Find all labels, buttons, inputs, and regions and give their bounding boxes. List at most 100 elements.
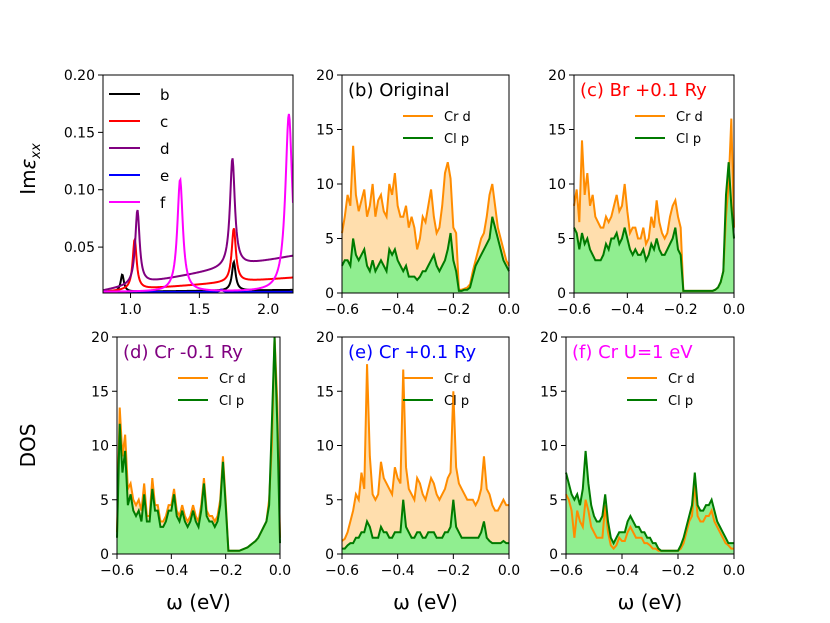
cl-p-line <box>341 216 510 292</box>
y-tick-label: 10 <box>548 177 566 193</box>
y-axis-label-symbol: ε <box>16 158 40 169</box>
x-tick-label: 1.5 <box>188 302 210 318</box>
legend-label: f <box>160 194 166 212</box>
y-tick-label: 0.15 <box>64 125 95 141</box>
y-tick-label: 10 <box>91 439 109 455</box>
cr-d-area <box>342 145 509 293</box>
y-tick-label: 15 <box>316 384 334 400</box>
y-tick-label: 15 <box>548 123 566 139</box>
cr-d-line <box>565 483 734 552</box>
panel-title: (d) Cr -0.1 Ry <box>123 342 243 363</box>
x-tick-label: −0.2 <box>664 302 698 318</box>
x-tick-label: 1.0 <box>119 302 141 318</box>
y-tick-label: 0 <box>325 547 334 563</box>
y-tick-label: 20 <box>91 330 109 346</box>
cl-p-area <box>574 162 734 293</box>
panel-title: (f) Cr U=1 eV <box>572 342 693 363</box>
x-tick-label: 0.0 <box>498 563 520 579</box>
cr-d-area <box>342 364 509 554</box>
x-tick-label: −0.4 <box>381 302 415 318</box>
cr-d-line <box>341 145 510 291</box>
x-tick-label: 2.0 <box>257 302 279 318</box>
series-line-f <box>103 113 293 293</box>
x-tick-label: 0.0 <box>723 563 745 579</box>
series-line-d <box>103 158 293 292</box>
x-tick-label: −0.6 <box>549 563 583 579</box>
y-tick-label: 15 <box>91 384 109 400</box>
y-tick-label: 5 <box>325 232 334 248</box>
panel-title: (e) Cr +0.1 Ry <box>348 342 476 363</box>
legend-label: Cr d <box>219 372 246 387</box>
y-axis-label: Imεxx <box>16 143 44 195</box>
plot-frame <box>102 74 294 294</box>
x-tick-label: −0.4 <box>154 563 188 579</box>
legend-label: Cl p <box>219 394 244 409</box>
y-tick-label: 0 <box>549 547 558 563</box>
legend-label: e <box>160 167 169 185</box>
y-tick-label: 10 <box>316 177 334 193</box>
legend-label: Cr d <box>444 372 471 387</box>
x-tick-label: −0.4 <box>610 302 644 318</box>
y-tick-label: 5 <box>100 493 109 509</box>
y-tick-label: 15 <box>540 384 558 400</box>
panel-c: −0.6 −0.4 −0.2 0.0 0 5 10 15 20 (c) Br +0.1 Ry Cr … <box>548 68 745 318</box>
panel-title: (b) Original <box>348 80 450 101</box>
cl-p-line <box>573 162 735 292</box>
legend-label: Cr d <box>444 110 471 125</box>
y-tick-label: 15 <box>316 123 334 139</box>
cl-p-line <box>116 336 281 552</box>
y-tick-label: 0.05 <box>64 240 95 256</box>
panel-d: −0.6 −0.4 −0.2 0.0 0 5 10 15 20 ω (eV) DOS (d) Cr -… <box>16 330 291 614</box>
x-tick-label: −0.4 <box>381 563 415 579</box>
x-tick-label: −0.6 <box>557 302 591 318</box>
cr-d-line <box>341 364 509 542</box>
panel-e: −0.6 −0.4 −0.2 0.0 0 5 10 15 20 ω (eV) (e) Cr +0.1… <box>316 330 520 614</box>
y-axis-label: DOS <box>16 424 40 468</box>
legend-label: b <box>160 86 170 104</box>
x-tick-label: −0.6 <box>325 563 359 579</box>
legend-label: Cl p <box>444 394 469 409</box>
legend-label: Cl p <box>668 394 693 409</box>
x-tick-label: −0.6 <box>325 302 359 318</box>
x-axis-label: ω (eV) <box>393 590 458 614</box>
x-axis-label: ω (eV) <box>166 590 231 614</box>
legend-label: Cl p <box>676 132 701 147</box>
cl-p-area <box>342 216 509 293</box>
y-tick-label: 20 <box>316 330 334 346</box>
cl-p-line <box>565 450 734 552</box>
panel-title: (c) Br +0.1 Ry <box>580 80 707 101</box>
x-axis-label: ω (eV) <box>618 590 683 614</box>
x-tick-label: 0.0 <box>498 302 520 318</box>
y-axis-label-sub: xx <box>29 143 44 160</box>
y-tick-label: 5 <box>557 232 566 248</box>
y-tick-label: 0.20 <box>64 68 95 84</box>
x-tick-label: 0.0 <box>723 302 745 318</box>
y-tick-label: 10 <box>316 439 334 455</box>
y-tick-label: 5 <box>549 493 558 509</box>
y-axis-label-prefix: Im <box>16 169 40 194</box>
y-tick-label: 0 <box>100 547 109 563</box>
y-tick-label: 0 <box>557 286 566 302</box>
legend-label: Cr d <box>676 110 703 125</box>
x-tick-label: −0.4 <box>605 563 639 579</box>
x-tick-label: −0.2 <box>436 302 470 318</box>
x-tick-label: −0.2 <box>436 563 470 579</box>
legend-label: Cr d <box>668 372 695 387</box>
legend-label: c <box>160 113 168 131</box>
y-tick-label: 20 <box>548 68 566 84</box>
y-tick-label: 10 <box>540 439 558 455</box>
y-tick-label: 0 <box>325 286 334 302</box>
y-tick-label: 0.10 <box>64 183 95 199</box>
cl-p-line <box>342 499 509 550</box>
x-tick-label: −0.6 <box>100 563 134 579</box>
x-tick-label: −0.2 <box>661 563 695 579</box>
panels: 1.0 1.5 2.00.050.100.150.20Imεxxbcdef−0.6−… <box>16 68 745 614</box>
y-tick-label: 20 <box>316 68 334 84</box>
y-tick-label: 20 <box>540 330 558 346</box>
x-tick-label: −0.2 <box>209 563 243 579</box>
panel-b: −0.6 −0.4 −0.2 0.0 0 5 10 15 20 (b) Original Cr d C… <box>316 68 520 318</box>
legend-label: Cl p <box>444 132 469 147</box>
legend-label: d <box>160 140 170 158</box>
